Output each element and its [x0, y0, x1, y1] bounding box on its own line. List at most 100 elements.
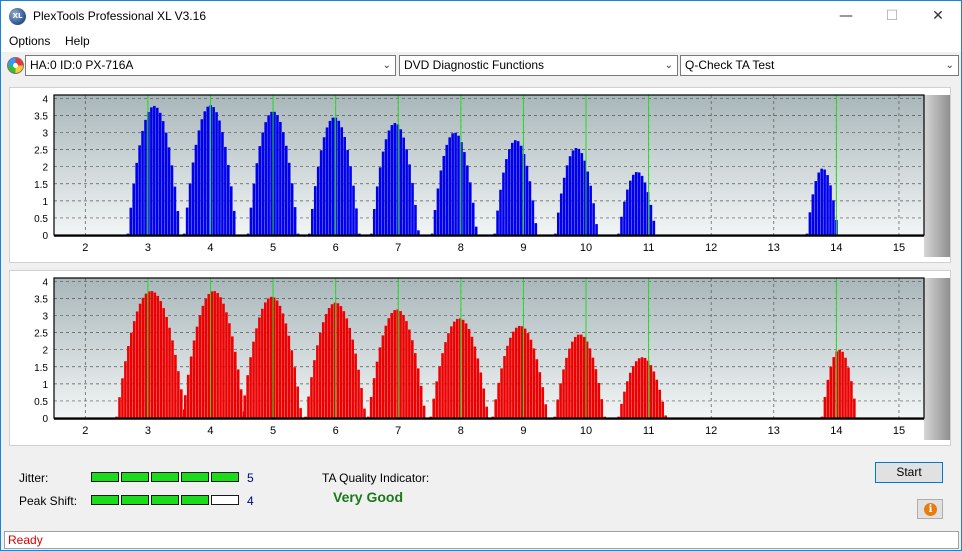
data-bar: [562, 177, 566, 235]
data-bar: [506, 345, 509, 418]
data-bar: [470, 336, 474, 418]
data-bar: [378, 347, 382, 418]
title-bar: XL PlexTools Professional XL V3.16 — ☐ ✕: [1, 1, 961, 31]
data-bar: [229, 186, 233, 235]
data-bar: [363, 408, 366, 418]
data-bar: [591, 357, 595, 418]
menu-options[interactable]: Options: [9, 34, 51, 48]
x-tick-label: 4: [207, 425, 213, 437]
data-bar: [853, 398, 856, 418]
data-bar: [474, 226, 478, 235]
chart-side-shade: [924, 278, 950, 440]
data-bar: [433, 209, 437, 235]
jitter-meter-segment: [211, 472, 239, 482]
data-bar: [311, 208, 314, 235]
data-bar: [451, 133, 454, 235]
jitter-value: 5: [247, 471, 254, 485]
y-tick-label: 2: [42, 346, 48, 357]
data-bar: [838, 349, 841, 418]
x-tick-label: 8: [458, 425, 464, 437]
data-bar: [331, 117, 335, 235]
x-tick-label: 6: [333, 242, 339, 254]
y-tick-label: 1.5: [34, 180, 48, 191]
data-bar: [568, 348, 571, 418]
minimize-button[interactable]: —: [839, 8, 853, 24]
data-bar: [340, 127, 344, 235]
data-bar: [346, 149, 349, 235]
data-bar: [649, 365, 653, 418]
peak-shift-label: Peak Shift:: [19, 494, 78, 508]
data-bar: [307, 396, 310, 418]
data-bar: [517, 325, 521, 418]
data-bar: [290, 350, 294, 418]
data-bar: [455, 318, 459, 418]
data-bar: [523, 328, 527, 418]
data-bar: [147, 291, 151, 418]
data-bar: [236, 369, 240, 418]
peak-shift-meter-segment: [211, 495, 239, 505]
peak-shift-meter-segment: [121, 495, 149, 505]
function-select[interactable]: DVD Diagnostic Functions ⌄: [399, 55, 678, 76]
info-button[interactable]: i: [917, 499, 943, 519]
close-button[interactable]: ✕: [932, 8, 944, 24]
maximize-button[interactable]: ☐: [885, 8, 899, 24]
data-bar: [129, 332, 133, 418]
data-bar: [850, 381, 853, 418]
data-bar: [173, 186, 177, 235]
x-tick-label: 9: [520, 242, 526, 254]
data-bar: [439, 170, 443, 235]
x-tick-label: 10: [580, 425, 592, 437]
y-tick-label: 1: [42, 197, 48, 208]
data-bar: [408, 329, 411, 418]
data-bar: [132, 183, 136, 235]
data-bar: [174, 354, 177, 418]
data-bar: [531, 200, 535, 235]
test-select[interactable]: Q-Check TA Test ⌄: [680, 55, 959, 76]
data-bar: [372, 209, 376, 235]
data-bar: [255, 328, 258, 418]
data-bar: [182, 233, 186, 235]
data-bar: [153, 105, 156, 235]
data-bar: [201, 305, 205, 418]
menu-help[interactable]: Help: [65, 34, 90, 48]
data-bar: [411, 182, 414, 235]
data-bar: [207, 293, 211, 418]
data-bar: [620, 403, 623, 418]
data-bar: [252, 341, 255, 418]
data-bar: [150, 107, 153, 235]
data-bar: [510, 142, 514, 235]
drive-select[interactable]: HA:0 ID:0 PX-716A ⌄: [25, 55, 396, 76]
y-tick-label: 2: [42, 163, 48, 174]
data-bar: [349, 166, 352, 235]
y-tick-label: 0.5: [34, 214, 48, 225]
data-bar: [556, 212, 560, 235]
data-bar: [126, 233, 130, 235]
y-tick-label: 0: [42, 231, 48, 242]
quality-panel: Jitter: 5 Peak Shift: 4 TA Quality Indic…: [9, 453, 951, 526]
data-bar: [351, 339, 354, 418]
disc-drive-icon: [7, 57, 24, 74]
data-bar: [652, 220, 656, 235]
start-button[interactable]: Start: [875, 462, 943, 483]
data-bar: [808, 212, 812, 235]
data-bar: [239, 389, 243, 418]
chevron-down-icon: ⌄: [382, 60, 391, 71]
data-bar: [360, 388, 363, 418]
data-bar: [181, 416, 184, 418]
data-bar: [310, 377, 313, 418]
data-bar: [219, 297, 222, 418]
data-bar: [269, 296, 273, 418]
data-bar: [442, 155, 446, 235]
data-bar: [826, 175, 829, 235]
y-tick-label: 2.5: [34, 146, 48, 157]
data-bar: [281, 313, 285, 418]
data-bar: [240, 416, 244, 418]
y-tick-label: 0: [42, 414, 48, 425]
data-bar: [509, 337, 512, 418]
data-bar: [577, 148, 581, 235]
jitter-meter-segment: [91, 472, 119, 482]
data-bar: [832, 357, 836, 418]
data-bar: [496, 210, 499, 235]
x-tick-label: 4: [207, 242, 213, 254]
data-bar: [369, 396, 373, 418]
